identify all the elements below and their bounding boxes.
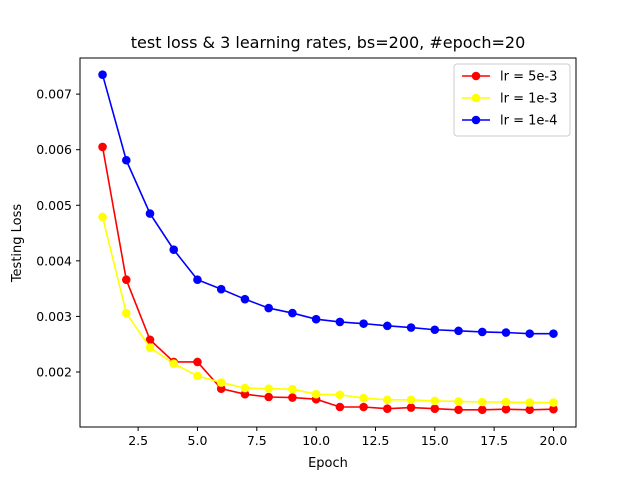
chart-title: test loss & 3 learning rates, bs=200, #e… [131, 33, 526, 52]
data-point [169, 245, 179, 255]
data-point [193, 275, 202, 285]
data-point [169, 359, 179, 368]
y-tick-label: 0.006 [36, 142, 72, 157]
data-point [145, 335, 155, 345]
x-tick-label: 5.0 [188, 433, 208, 448]
legend-label: lr = 1e-3 [500, 92, 557, 107]
data-point [311, 314, 321, 324]
legend-marker [471, 93, 481, 103]
legend: lr = 5e-3 lr = 1e-3 lr = 1e-4 [453, 63, 571, 137]
data-point [240, 389, 250, 399]
data-point [264, 392, 273, 402]
data-point [430, 404, 440, 413]
y-tick-label: 0.004 [36, 253, 72, 268]
data-point [216, 384, 226, 393]
data-point [525, 405, 535, 415]
legend-box [453, 63, 571, 137]
data-point [406, 403, 416, 412]
data-point [454, 326, 463, 336]
data-point [477, 397, 487, 407]
x-tick-label: 15.0 [421, 433, 449, 448]
data-point [525, 329, 535, 338]
data-point [359, 393, 368, 403]
x-tick-label: 10.0 [302, 433, 330, 448]
data-point [406, 395, 416, 405]
data-point [501, 404, 511, 414]
legend-label: lr = 1e-4 [500, 114, 557, 129]
data-point [359, 402, 368, 412]
data-point [193, 357, 202, 367]
data-point [121, 308, 131, 318]
data-point [288, 393, 297, 402]
plot-area: 2.5 5.0 7.5 10.0 12.5 15.0 17.5 20.0 0.002 0.003 0… [36, 57, 577, 448]
x-tick-label: 12.5 [362, 433, 390, 448]
data-point [121, 275, 131, 285]
data-point [288, 384, 297, 394]
data-point [145, 209, 155, 218]
legend-label: lr = 5e-3 [500, 70, 557, 85]
data-point [454, 405, 463, 415]
data-point [335, 402, 345, 412]
data-point [311, 389, 321, 399]
data-point [383, 321, 392, 331]
x-axis-title: Epoch [308, 456, 348, 471]
y-tick-label: 0.007 [36, 87, 72, 102]
data-point [216, 284, 226, 294]
data-point [477, 405, 487, 415]
x-tick-label: 17.5 [480, 433, 508, 448]
data-point [145, 343, 155, 352]
data-point [406, 323, 416, 332]
data-point [216, 378, 226, 387]
data-point [383, 404, 392, 413]
x-tick-label: 7.5 [247, 433, 267, 448]
data-point [454, 397, 463, 406]
data-point [501, 328, 511, 337]
data-point [240, 294, 250, 304]
data-point [477, 327, 487, 337]
data-point [121, 155, 131, 165]
data-point [193, 371, 202, 381]
data-point [525, 398, 535, 407]
data-point [335, 317, 345, 327]
data-point [98, 70, 107, 79]
y-tick-label: 0.002 [36, 364, 72, 379]
data-point [98, 212, 107, 222]
data-point [501, 397, 511, 407]
legend-marker [471, 115, 481, 125]
x-tick-label: 20.0 [540, 433, 568, 448]
data-point [240, 383, 250, 393]
data-point [98, 142, 107, 152]
y-tick-label: 0.005 [36, 198, 72, 213]
data-point [430, 325, 440, 335]
axes-frame [79, 57, 577, 428]
data-point [383, 395, 392, 405]
data-point [549, 329, 558, 338]
data-point [335, 390, 345, 400]
data-point [288, 308, 297, 318]
data-point [430, 396, 440, 406]
data-point [549, 398, 558, 407]
data-point [359, 319, 368, 328]
y-tick-label: 0.003 [36, 309, 72, 324]
legend-marker [471, 71, 481, 81]
y-axis-title: Testing Loss [10, 204, 25, 284]
data-point [264, 384, 273, 393]
data-point [549, 404, 558, 414]
x-tick-label: 2.5 [128, 433, 148, 448]
data-point [264, 303, 273, 313]
